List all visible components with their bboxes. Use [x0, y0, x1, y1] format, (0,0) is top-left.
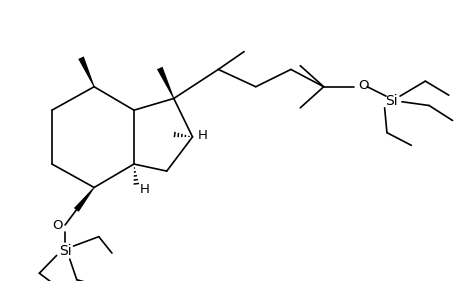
Text: H: H: [139, 183, 149, 196]
Text: Si: Si: [59, 244, 71, 258]
Text: Si: Si: [385, 94, 397, 108]
Text: O: O: [52, 219, 62, 232]
Polygon shape: [157, 67, 174, 99]
Polygon shape: [78, 56, 95, 87]
Text: H: H: [197, 129, 207, 142]
Text: O: O: [357, 79, 368, 92]
Polygon shape: [74, 187, 94, 212]
